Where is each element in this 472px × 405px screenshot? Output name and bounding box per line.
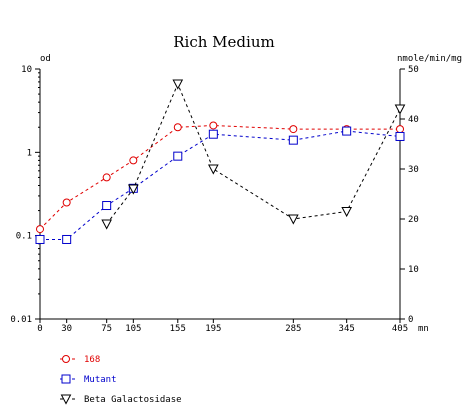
data-point [288, 135, 298, 145]
data-point [62, 234, 72, 244]
x-tick-label: 155 [170, 324, 186, 334]
x-tick-label: 285 [285, 324, 301, 334]
data-point [128, 184, 139, 195]
legend-label: Beta Galactosidase [84, 395, 182, 405]
legend-marker [61, 374, 71, 384]
data-point [173, 151, 183, 161]
data-point [208, 129, 218, 139]
data-point [36, 225, 44, 234]
data-point [35, 234, 45, 244]
y-tick-label: 10 [21, 65, 32, 75]
legend-marker [60, 394, 72, 405]
x-tick-label: 30 [61, 324, 72, 334]
data-point [102, 201, 112, 211]
y2-tick-label: 40 [408, 115, 419, 125]
data-point [288, 214, 299, 225]
legend-item: 168 [60, 355, 100, 365]
y-tick-label: 0.1 [16, 232, 32, 242]
y2-tick-label: 20 [408, 215, 419, 225]
chart-title: Rich Medium [173, 33, 274, 51]
x-axis-unit: mn [418, 324, 429, 334]
axes: 0 30 75 105 155 195 285 345 405 10 1 0.1 0.01 0 10 20 30… [10, 65, 419, 334]
x-tick-label: 0 [37, 324, 42, 334]
series-line [40, 130, 401, 240]
data-point [208, 164, 219, 175]
data-point [396, 125, 404, 134]
series-square [35, 126, 405, 244]
data-point [394, 104, 406, 115]
y2-tick-label: 30 [408, 165, 419, 175]
data-point [102, 173, 111, 182]
legend-label: Mutant [84, 375, 117, 385]
y2-tick-label: 50 [408, 65, 419, 75]
data-point [172, 79, 184, 90]
legend-item: Mutant [60, 374, 117, 385]
x-tick-label: 75 [101, 324, 112, 334]
y2-tick-label: 0 [408, 315, 413, 325]
series-layer [35, 79, 406, 244]
series-circle [36, 121, 404, 234]
data-point [129, 156, 138, 165]
data-point [342, 126, 352, 136]
y-tick-label: 0.01 [10, 315, 32, 325]
data-point [101, 219, 112, 230]
data-point [209, 121, 218, 130]
legend-label: 168 [84, 355, 100, 365]
y-tick-label: 1 [27, 148, 32, 158]
legend-item: Beta Galactosidase [60, 394, 182, 405]
data-point [289, 125, 298, 134]
x-tick-label: 195 [205, 324, 221, 334]
data-point [173, 123, 182, 132]
data-point [395, 131, 405, 141]
data-point [62, 198, 71, 207]
x-tick-label: 405 [392, 324, 408, 334]
x-tick-label: 345 [339, 324, 355, 334]
y2-tick-label: 10 [408, 265, 419, 275]
legend: 168 Mutant Beta Galactosidase [60, 355, 182, 405]
y-axis-label: od [40, 54, 51, 64]
legend-marker [62, 355, 70, 363]
data-point [341, 207, 352, 218]
y2-axis-label: nmole/min/mg [397, 54, 462, 64]
series-line [106, 82, 401, 225]
x-tick-label: 105 [125, 324, 141, 334]
series-triangle-down [101, 79, 406, 230]
